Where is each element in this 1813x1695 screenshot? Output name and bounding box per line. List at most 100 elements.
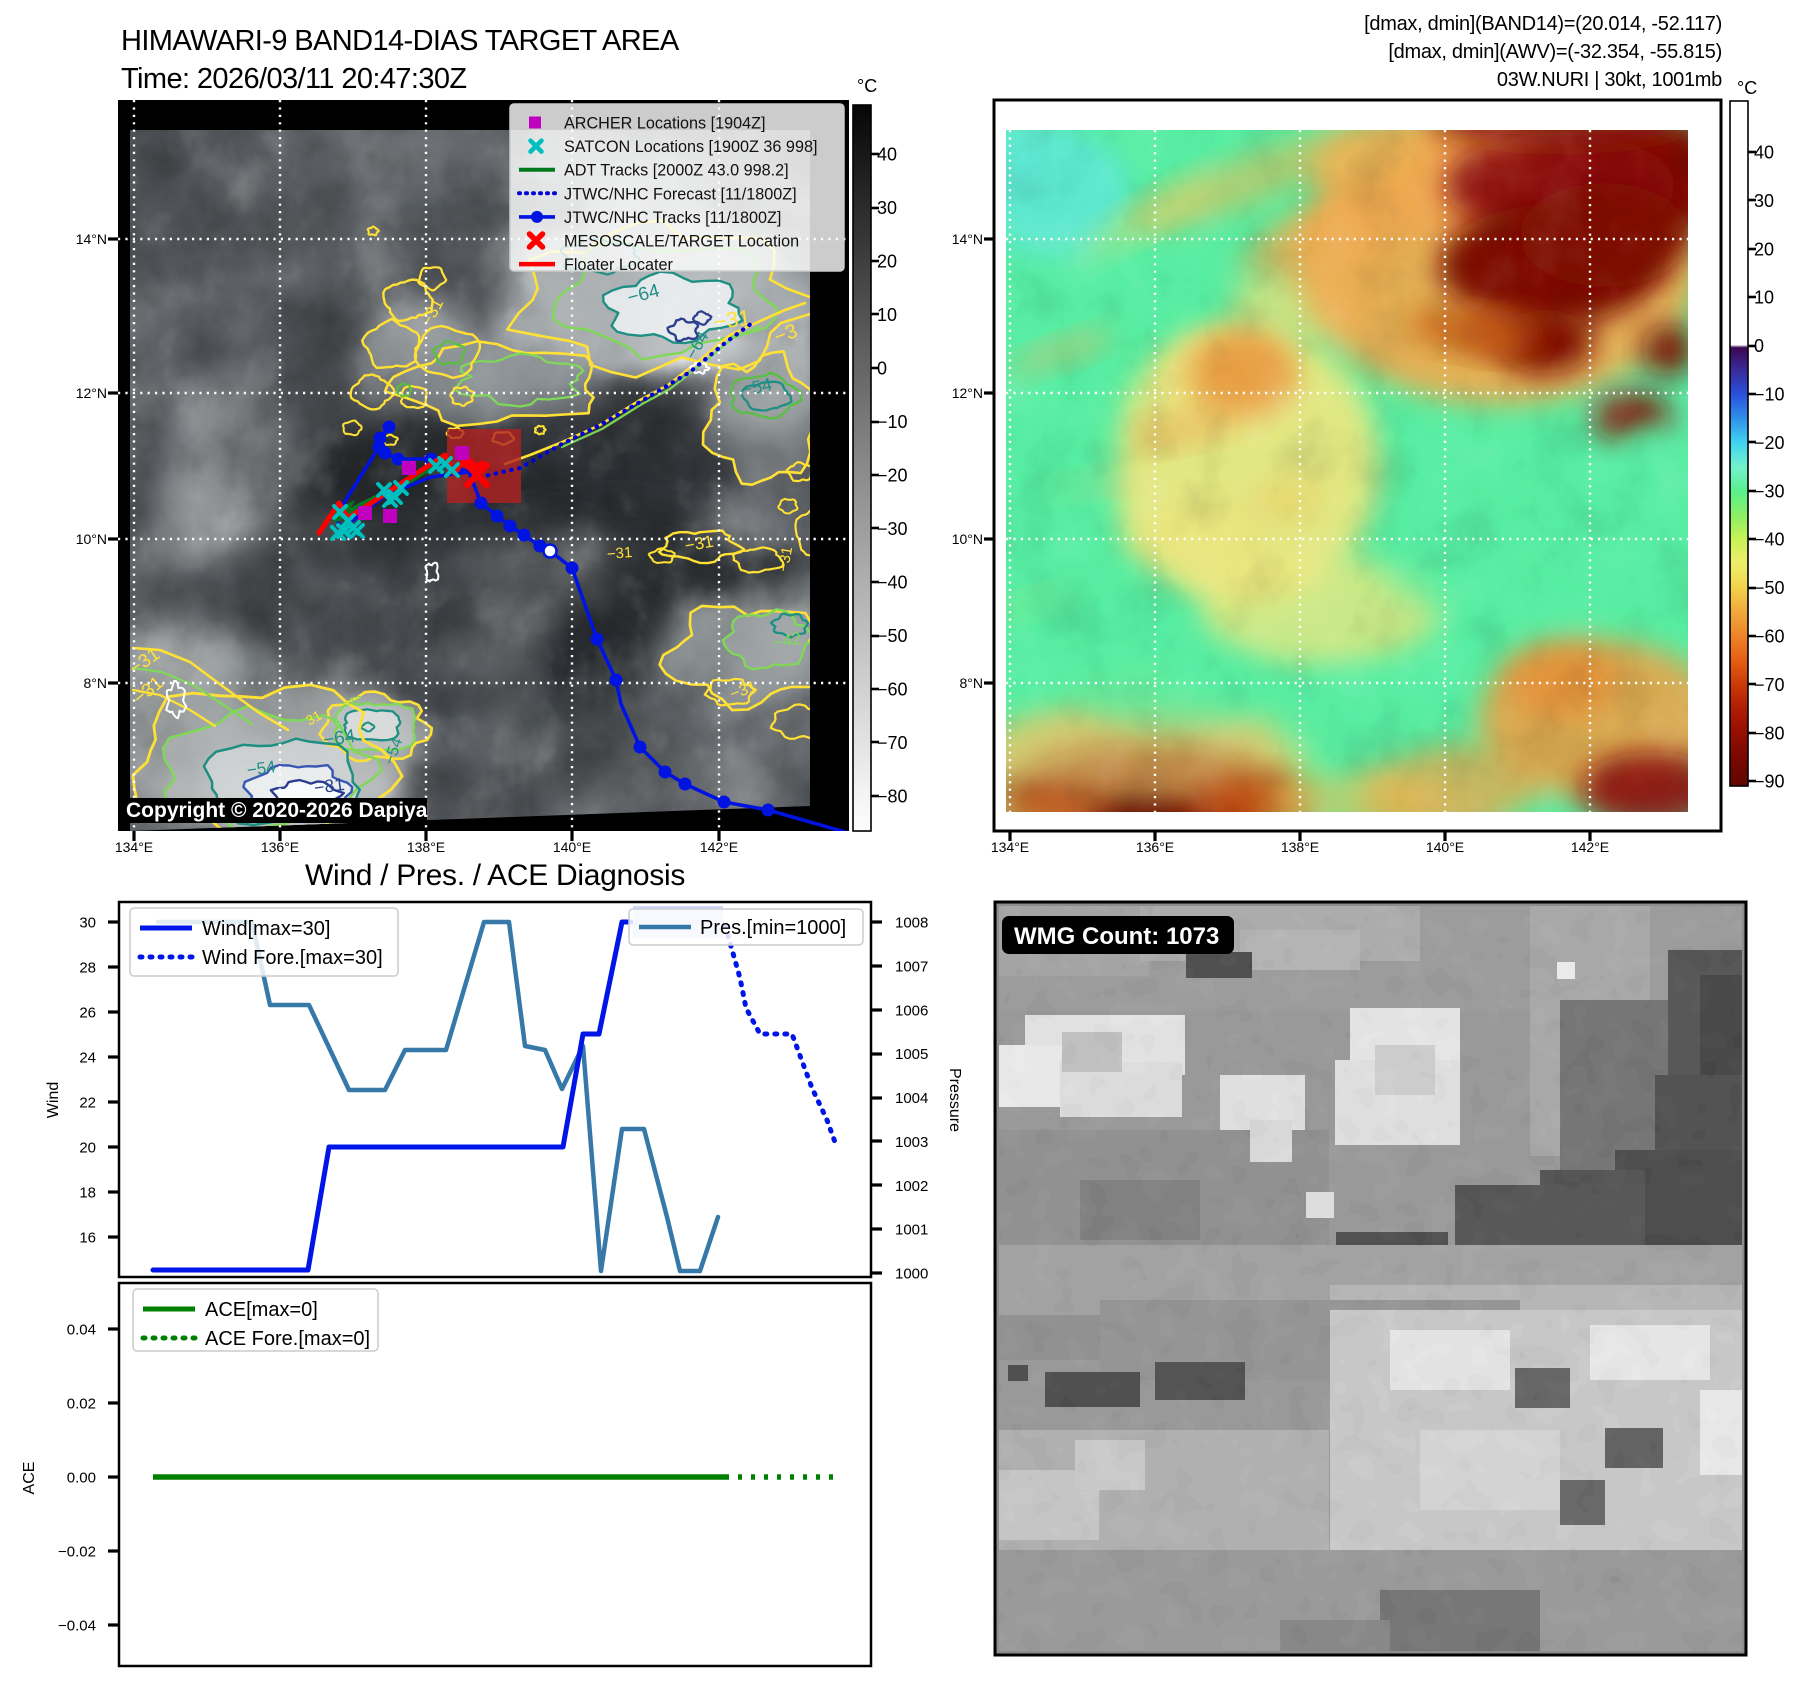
svg-text:142°E: 142°E (700, 839, 738, 855)
svg-text:0.02: 0.02 (67, 1396, 96, 1413)
svg-text:28: 28 (79, 960, 96, 977)
svg-text:138°E: 138°E (1281, 839, 1319, 855)
svg-text:1005: 1005 (895, 1046, 928, 1063)
svg-text:140°E: 140°E (553, 839, 591, 855)
svg-text:SATCON Locations [1900Z 36 998: SATCON Locations [1900Z 36 998] (564, 138, 817, 156)
svg-text:−80: −80 (877, 787, 908, 807)
svg-text:Wind Fore.[max=30]: Wind Fore.[max=30] (202, 947, 383, 969)
svg-text:40: 40 (1754, 143, 1774, 163)
svg-text:31: 31 (303, 707, 325, 729)
svg-text:30: 30 (1754, 191, 1774, 211)
svg-text:142°E: 142°E (1571, 839, 1609, 855)
svg-text:ACE Fore.[max=0]: ACE Fore.[max=0] (205, 1328, 370, 1350)
svg-text:0.04: 0.04 (67, 1322, 96, 1339)
svg-text:1006: 1006 (895, 1002, 928, 1019)
svg-text:−54: −54 (246, 757, 277, 780)
svg-text:Wind[max=30]: Wind[max=30] (202, 918, 330, 940)
svg-text:16: 16 (79, 1230, 96, 1247)
svg-text:−0.04: −0.04 (58, 1618, 96, 1635)
svg-text:Wind: Wind (45, 1082, 62, 1118)
svg-text:−20: −20 (877, 466, 908, 486)
svg-text:−64: −64 (322, 726, 357, 751)
svg-text:0.00: 0.00 (67, 1470, 96, 1487)
svg-text:WMG Count: 1073: WMG Count: 1073 (1014, 923, 1219, 950)
svg-text:134°E: 134°E (991, 839, 1029, 855)
svg-text:10: 10 (877, 305, 897, 325)
svg-text:°C: °C (1737, 78, 1757, 98)
svg-text:0: 0 (1754, 336, 1764, 356)
svg-text:14°N: 14°N (952, 231, 983, 247)
svg-text:136°E: 136°E (1136, 839, 1174, 855)
svg-text:1008: 1008 (895, 915, 928, 932)
svg-text:14°N: 14°N (76, 231, 107, 247)
svg-text:Time: 2026/03/11 20:47:30Z: Time: 2026/03/11 20:47:30Z (121, 63, 467, 95)
svg-text:20: 20 (1754, 239, 1774, 259)
svg-text:10°N: 10°N (952, 531, 983, 547)
svg-text:1004: 1004 (895, 1090, 928, 1107)
svg-text:−90: −90 (1754, 772, 1785, 792)
svg-text:138°E: 138°E (407, 839, 445, 855)
svg-text:22: 22 (79, 1095, 96, 1112)
svg-text:[dmax, dmin](BAND14)=(20.014,: [dmax, dmin](BAND14)=(20.014, -52.117) (1364, 13, 1722, 35)
svg-text:−10: −10 (1754, 385, 1785, 405)
svg-text:ACE[max=0]: ACE[max=0] (205, 1299, 318, 1321)
svg-text:MESOSCALE/TARGET Location: MESOSCALE/TARGET Location (564, 233, 799, 251)
svg-text:Pres.[min=1000]: Pres.[min=1000] (700, 917, 846, 939)
svg-text:−50: −50 (1754, 578, 1785, 598)
svg-text:−42: −42 (339, 692, 363, 711)
svg-text:−42: −42 (771, 629, 803, 653)
svg-text:ARCHER Locations [1904Z]: ARCHER Locations [1904Z] (564, 115, 766, 133)
svg-text:20: 20 (877, 252, 897, 272)
svg-text:20: 20 (79, 1140, 96, 1157)
svg-text:−70: −70 (1754, 675, 1785, 695)
svg-text:12°N: 12°N (952, 385, 983, 401)
svg-text:−50: −50 (877, 626, 908, 646)
svg-text:10: 10 (1754, 288, 1774, 308)
svg-text:−60: −60 (1754, 627, 1785, 647)
svg-text:03W.NURI | 30kt, 1001mb: 03W.NURI | 30kt, 1001mb (1497, 69, 1722, 91)
svg-text:26: 26 (79, 1005, 96, 1022)
svg-text:1003: 1003 (895, 1134, 928, 1151)
svg-text:Pressure: Pressure (946, 1068, 963, 1132)
svg-text:HIMAWARI-9 BAND14-DIAS TARGET: HIMAWARI-9 BAND14-DIAS TARGET AREA (121, 25, 680, 57)
svg-text:0: 0 (877, 359, 887, 379)
svg-text:10°N: 10°N (76, 531, 107, 547)
svg-text:1001: 1001 (895, 1222, 928, 1239)
svg-text:−81: −81 (313, 774, 346, 798)
svg-text:−20: −20 (1754, 433, 1785, 453)
svg-text:−31: −31 (683, 532, 715, 556)
svg-text:−31: −31 (775, 545, 796, 573)
svg-text:Wind / Pres. / ACE Diagnosis: Wind / Pres. / ACE Diagnosis (305, 859, 685, 892)
svg-text:24: 24 (79, 1050, 96, 1067)
svg-text:JTWC/NHC Forecast [11/1800Z]: JTWC/NHC Forecast [11/1800Z] (564, 185, 797, 203)
svg-text:136°E: 136°E (261, 839, 299, 855)
svg-text:−40: −40 (1754, 530, 1785, 550)
svg-text:−80: −80 (1754, 723, 1785, 743)
svg-text:30: 30 (877, 198, 897, 218)
svg-text:18: 18 (79, 1185, 96, 1202)
svg-text:[dmax, dmin](AWV)=(-32.354, -5: [dmax, dmin](AWV)=(-32.354, -55.815) (1388, 41, 1722, 63)
svg-text:°C: °C (857, 76, 877, 96)
svg-text:134°E: 134°E (115, 839, 153, 855)
svg-text:30: 30 (79, 915, 96, 932)
svg-text:ACE: ACE (21, 1462, 38, 1495)
svg-text:12°N: 12°N (76, 385, 107, 401)
svg-text:−30: −30 (877, 519, 908, 539)
svg-text:140°E: 140°E (1426, 839, 1464, 855)
svg-text:1007: 1007 (895, 958, 928, 975)
svg-text:−0.02: −0.02 (58, 1544, 96, 1561)
svg-text:1002: 1002 (895, 1178, 928, 1195)
svg-text:−10: −10 (877, 412, 908, 432)
svg-text:40: 40 (877, 145, 897, 165)
svg-text:−40: −40 (877, 573, 908, 593)
svg-text:1000: 1000 (895, 1266, 928, 1283)
svg-text:−30: −30 (1754, 481, 1785, 501)
svg-text:ADT Tracks [2000Z 43.0 998.2]: ADT Tracks [2000Z 43.0 998.2] (564, 162, 789, 180)
svg-text:−60: −60 (877, 680, 908, 700)
svg-text:Floater Locater: Floater Locater (564, 256, 673, 274)
svg-text:8°N: 8°N (960, 675, 984, 691)
svg-text:8°N: 8°N (84, 675, 108, 691)
svg-text:−70: −70 (877, 733, 908, 753)
svg-text:JTWC/NHC Tracks [11/1800Z]: JTWC/NHC Tracks [11/1800Z] (564, 209, 781, 227)
svg-text:Copyright © 2020-2026 Dapiya: Copyright © 2020-2026 Dapiya (126, 799, 428, 822)
